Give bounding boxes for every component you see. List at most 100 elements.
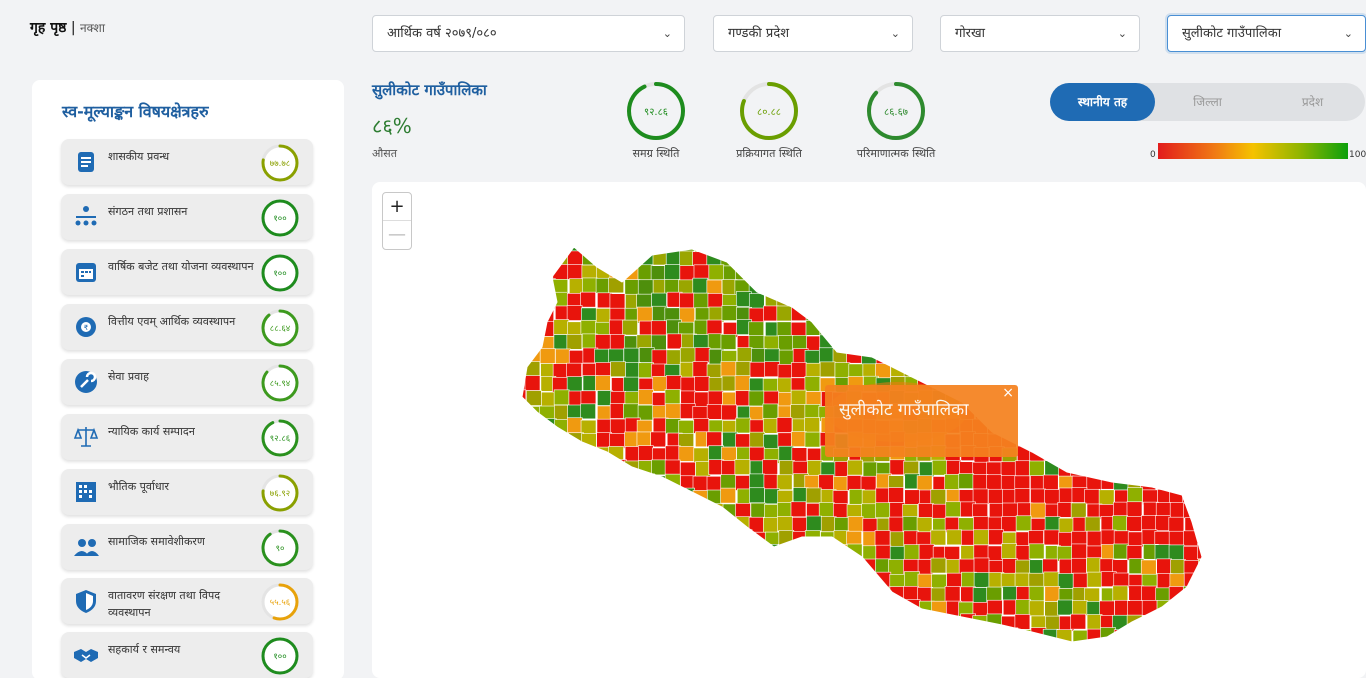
map-region[interactable]: [930, 489, 947, 505]
map-region[interactable]: [988, 529, 1004, 546]
map-region[interactable]: [763, 572, 780, 589]
map-region[interactable]: [652, 487, 669, 504]
map-region[interactable]: [1227, 490, 1232, 505]
map-region[interactable]: [624, 529, 640, 545]
map-region[interactable]: [916, 641, 932, 657]
map-region[interactable]: [888, 614, 905, 631]
map-region[interactable]: [902, 333, 919, 349]
map-region[interactable]: [1070, 613, 1087, 630]
map-region[interactable]: [875, 544, 892, 561]
map-region[interactable]: [637, 264, 654, 281]
map-region[interactable]: [916, 292, 932, 309]
map-region[interactable]: [987, 238, 1003, 254]
map-region[interactable]: [706, 574, 723, 590]
map-region[interactable]: [638, 389, 654, 405]
map-region[interactable]: [566, 305, 583, 321]
map-region[interactable]: [1056, 250, 1072, 267]
map-region[interactable]: [806, 587, 822, 604]
map-region[interactable]: [567, 445, 583, 461]
map-region[interactable]: [538, 613, 554, 630]
map-region[interactable]: [806, 251, 823, 267]
map-region[interactable]: [1057, 432, 1074, 449]
map-region[interactable]: [650, 557, 667, 573]
map-region[interactable]: [1182, 418, 1198, 435]
map-region[interactable]: [1127, 600, 1143, 616]
map-region[interactable]: [930, 557, 947, 574]
map-region[interactable]: [637, 487, 654, 504]
map-region[interactable]: [1098, 307, 1115, 324]
map-region[interactable]: [1184, 307, 1200, 324]
map-region[interactable]: [637, 545, 654, 562]
map-region[interactable]: [876, 307, 892, 324]
map-region[interactable]: [1043, 333, 1059, 350]
map-region[interactable]: [525, 237, 542, 253]
map-region[interactable]: [512, 237, 528, 252]
map-region[interactable]: [554, 585, 571, 602]
map-region[interactable]: [874, 321, 890, 338]
map-region[interactable]: [524, 264, 541, 280]
map-region[interactable]: [552, 543, 569, 559]
map-region[interactable]: [804, 641, 820, 657]
map-region[interactable]: [832, 615, 849, 631]
map-region[interactable]: [930, 628, 947, 643]
map-region[interactable]: [580, 473, 597, 490]
map-region[interactable]: [861, 489, 878, 506]
map-region[interactable]: [541, 643, 556, 657]
map-region[interactable]: [582, 501, 598, 518]
map-region[interactable]: [987, 629, 1003, 645]
map-region[interactable]: [611, 517, 627, 533]
map-region[interactable]: [595, 515, 612, 532]
map-region[interactable]: [566, 237, 583, 253]
map-region[interactable]: [1003, 643, 1018, 657]
map-region[interactable]: [1142, 305, 1159, 321]
map-region[interactable]: [1000, 278, 1017, 294]
map-region[interactable]: [762, 417, 779, 434]
map-region[interactable]: [1198, 349, 1213, 366]
map-region[interactable]: [526, 459, 543, 476]
map-region[interactable]: [1098, 419, 1114, 436]
map-region[interactable]: [721, 305, 738, 321]
map-region[interactable]: [945, 305, 962, 322]
map-region[interactable]: [723, 573, 739, 590]
map-region[interactable]: [832, 503, 849, 519]
map-region[interactable]: [1086, 628, 1103, 644]
map-region[interactable]: [665, 237, 681, 252]
map-region[interactable]: [1184, 431, 1201, 447]
map-region[interactable]: [650, 320, 667, 337]
map-region[interactable]: [861, 279, 878, 295]
map-region[interactable]: [1197, 238, 1213, 253]
map-region[interactable]: [819, 237, 835, 253]
map-region[interactable]: [1213, 378, 1228, 393]
map-region[interactable]: [610, 361, 626, 378]
map-region[interactable]: [1001, 334, 1017, 351]
map-region[interactable]: [988, 250, 1004, 267]
map-region[interactable]: [1227, 362, 1232, 377]
map-region[interactable]: [638, 613, 655, 630]
district-select[interactable]: गोरखा ⌄: [940, 15, 1140, 52]
map-region[interactable]: [1155, 263, 1172, 279]
map-region[interactable]: [580, 559, 597, 575]
map-region[interactable]: [1043, 529, 1060, 546]
map-region[interactable]: [580, 585, 597, 602]
map-region[interactable]: [680, 529, 696, 545]
map-region[interactable]: [1213, 336, 1228, 351]
map-region[interactable]: [903, 530, 920, 547]
map-region[interactable]: [1030, 264, 1046, 280]
map-region[interactable]: [1098, 445, 1114, 462]
popup-close-button[interactable]: ×: [1002, 385, 1014, 401]
map-region[interactable]: [580, 600, 597, 616]
map-region[interactable]: [1044, 516, 1061, 532]
map-region[interactable]: [1126, 516, 1142, 532]
map-region[interactable]: [582, 249, 598, 266]
map-region[interactable]: [595, 308, 612, 324]
map-region[interactable]: [973, 252, 989, 268]
map-region[interactable]: [972, 237, 988, 252]
map-region[interactable]: [1154, 363, 1170, 379]
map-region[interactable]: [1213, 630, 1228, 645]
map-region[interactable]: [736, 600, 753, 616]
map-region[interactable]: [749, 544, 766, 560]
map-region[interactable]: [1213, 321, 1228, 336]
map-region[interactable]: [1001, 615, 1017, 632]
map-region[interactable]: [624, 627, 641, 643]
map-region[interactable]: [917, 573, 934, 590]
